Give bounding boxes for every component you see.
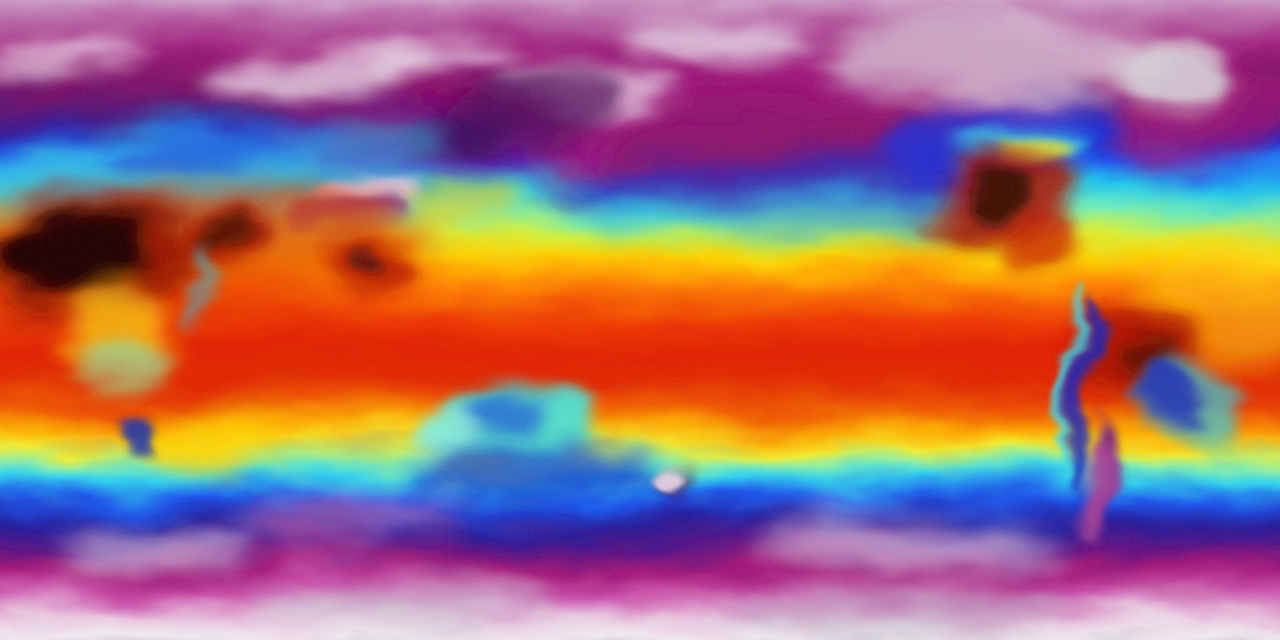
grain-texture-overlay <box>0 0 1280 640</box>
temperature-map-canvas <box>0 0 1280 640</box>
global-temperature-map <box>0 0 1280 640</box>
